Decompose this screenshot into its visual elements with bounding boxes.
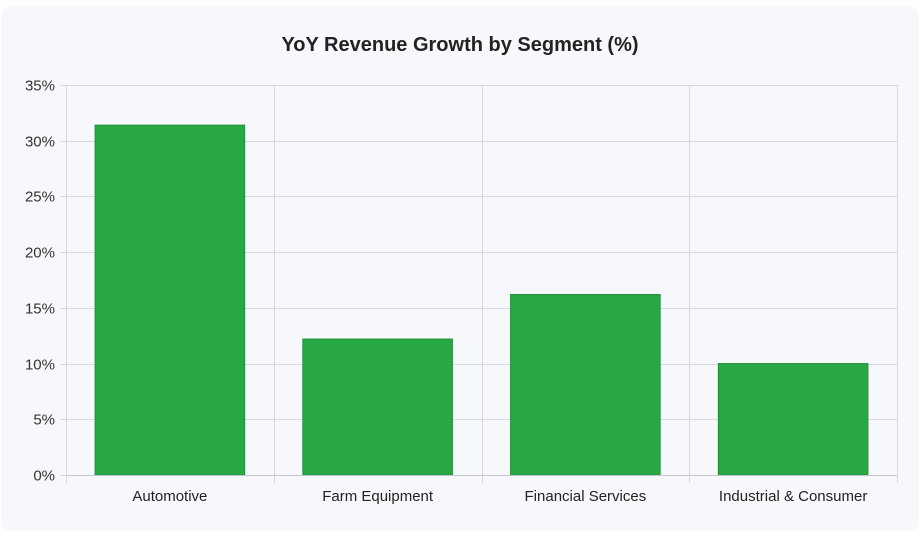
y-tick-label: 0%: [33, 468, 55, 485]
y-tick-label: 15%: [25, 301, 55, 318]
bar-layer: [94, 124, 869, 476]
bar-financial-services: [510, 293, 661, 476]
y-tick-label: 10%: [25, 357, 55, 374]
bar-farm-equipment: [302, 338, 453, 476]
y-tick-label: 5%: [33, 412, 55, 429]
y-tick-label: 20%: [25, 245, 55, 262]
x-category-label: Automotive: [132, 488, 207, 505]
x-category-label: Farm Equipment: [322, 488, 434, 505]
chart-title: YoY Revenue Growth by Segment (%): [281, 34, 639, 56]
x-category-label: Financial Services: [525, 488, 647, 505]
y-tick-label: 35%: [25, 78, 55, 95]
y-tick-label: 25%: [25, 189, 55, 206]
bar-industrial-consumer: [717, 363, 869, 476]
bar-automotive: [94, 124, 246, 476]
y-tick-label: 30%: [25, 134, 55, 151]
x-category-label: Industrial & Consumer: [719, 488, 867, 505]
axis-layer: 0% 5% 10% 15% 20% 25% 30% 35% Automotive Farm Equ…: [25, 78, 897, 505]
